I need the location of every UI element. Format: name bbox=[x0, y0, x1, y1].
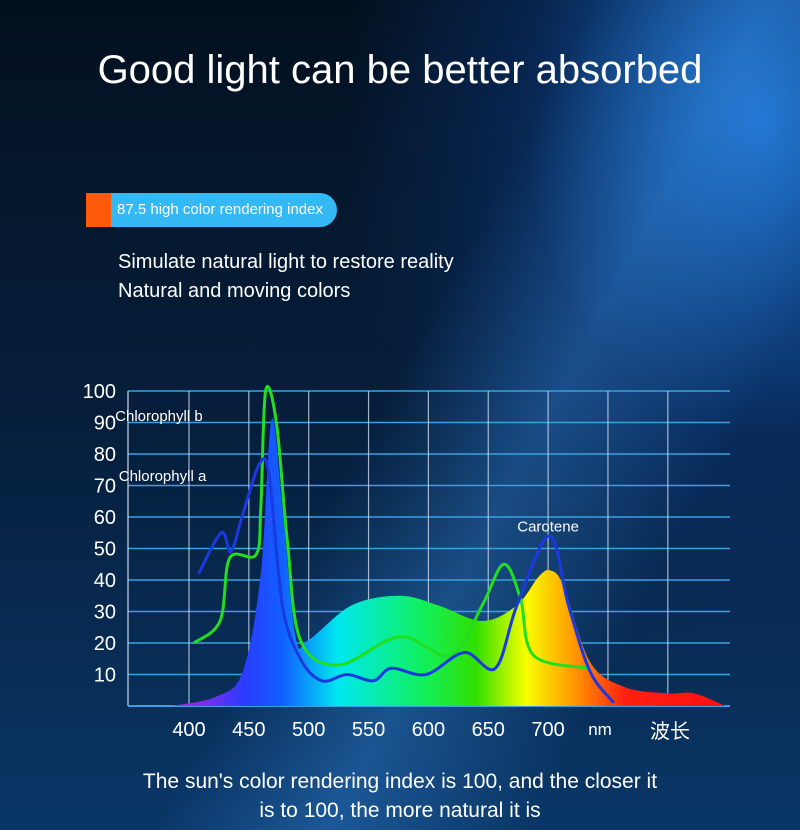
x-tick-label: 400 bbox=[172, 719, 205, 741]
x-axis-title: 波长 bbox=[650, 719, 690, 743]
y-tick-label: 100 bbox=[83, 381, 116, 403]
y-tick-label: 90 bbox=[94, 413, 116, 435]
y-tick-label: 40 bbox=[94, 570, 116, 592]
footer-note: The sun's color rendering index is 100, … bbox=[0, 767, 800, 825]
y-tick-label: 70 bbox=[94, 476, 116, 498]
subtitle-line-1: Simulate natural light to restore realit… bbox=[118, 251, 454, 273]
green-absorption-line bbox=[192, 384, 591, 670]
footer-line-1: The sun's color rendering index is 100, … bbox=[142, 770, 658, 793]
subtitle-line-2: Natural and moving colors bbox=[118, 280, 351, 302]
badge-label: 87.5 high color rendering index bbox=[111, 193, 337, 227]
y-tick-label: 80 bbox=[94, 444, 116, 466]
footer-line-2: is to 100, the more natural it is bbox=[259, 799, 541, 822]
page-title: Good light can be better absorbed bbox=[97, 48, 703, 92]
x-tick-label: 650 bbox=[472, 719, 505, 741]
x-tick-label: 450 bbox=[232, 719, 265, 741]
y-tick-label: 60 bbox=[94, 507, 116, 529]
blue-absorption-line bbox=[197, 456, 616, 704]
annotation-label: Carotene bbox=[517, 518, 579, 535]
x-tick-label: 600 bbox=[412, 719, 445, 741]
y-tick-label: 50 bbox=[94, 539, 116, 561]
x-tick-label: 500 bbox=[292, 719, 325, 741]
y-tick-label: 20 bbox=[94, 633, 116, 655]
y-tick-label: 10 bbox=[94, 665, 116, 687]
annotation-label: Chlorophyll b bbox=[115, 408, 203, 425]
badge-accent bbox=[86, 193, 111, 227]
x-unit-label: nm bbox=[588, 720, 612, 739]
annotation-label: Chlorophyll a bbox=[119, 468, 207, 485]
x-tick-label: 700 bbox=[531, 719, 564, 741]
cri-badge: 87.5 high color rendering index bbox=[86, 193, 337, 227]
spectrum-area bbox=[172, 418, 726, 706]
x-tick-label: 550 bbox=[352, 719, 385, 741]
y-tick-label: 30 bbox=[94, 602, 116, 624]
